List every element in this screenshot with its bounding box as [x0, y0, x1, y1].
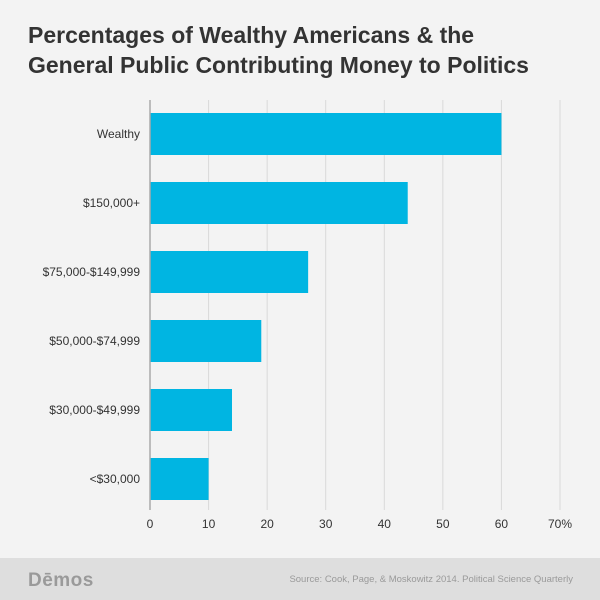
x-tick-label: 60	[495, 517, 509, 531]
footer: Dēmos Source: Cook, Page, & Moskowitz 20…	[0, 558, 600, 600]
title-line-1: Percentages of Wealthy Americans & the	[28, 22, 475, 48]
title-line-2: General Public Contributing Money to Pol…	[28, 52, 529, 78]
category-label: $75,000-$149,999	[43, 265, 141, 279]
x-tick-label: 70%	[548, 517, 572, 531]
bar	[150, 182, 408, 224]
category-label: $150,000+	[83, 196, 140, 210]
bar	[150, 113, 502, 155]
bar-chart: Wealthy $150,000+ $75,000-$149,999 $50,000-…	[43, 100, 572, 531]
category-label: $30,000-$49,999	[49, 403, 140, 417]
category-label: $50,000-$74,999	[49, 334, 140, 348]
source-note: Source: Cook, Page, & Moskowitz 2014. Po…	[289, 574, 573, 585]
category-label: Wealthy	[97, 127, 140, 141]
category-label: <$30,000	[90, 472, 141, 486]
x-tick-label: 10	[202, 517, 216, 531]
bar	[150, 320, 262, 362]
x-tick-label: 50	[436, 517, 450, 531]
bar	[150, 251, 309, 293]
x-tick-label: 20	[260, 517, 274, 531]
chart-title: Percentages of Wealthy Americans & the G…	[28, 20, 588, 80]
x-tick-label: 40	[378, 517, 392, 531]
demos-logo: Dēmos	[28, 570, 94, 591]
x-tick-label: 0	[147, 517, 154, 531]
bar	[150, 389, 232, 431]
x-tick-label: 30	[319, 517, 333, 531]
bar	[150, 458, 209, 500]
